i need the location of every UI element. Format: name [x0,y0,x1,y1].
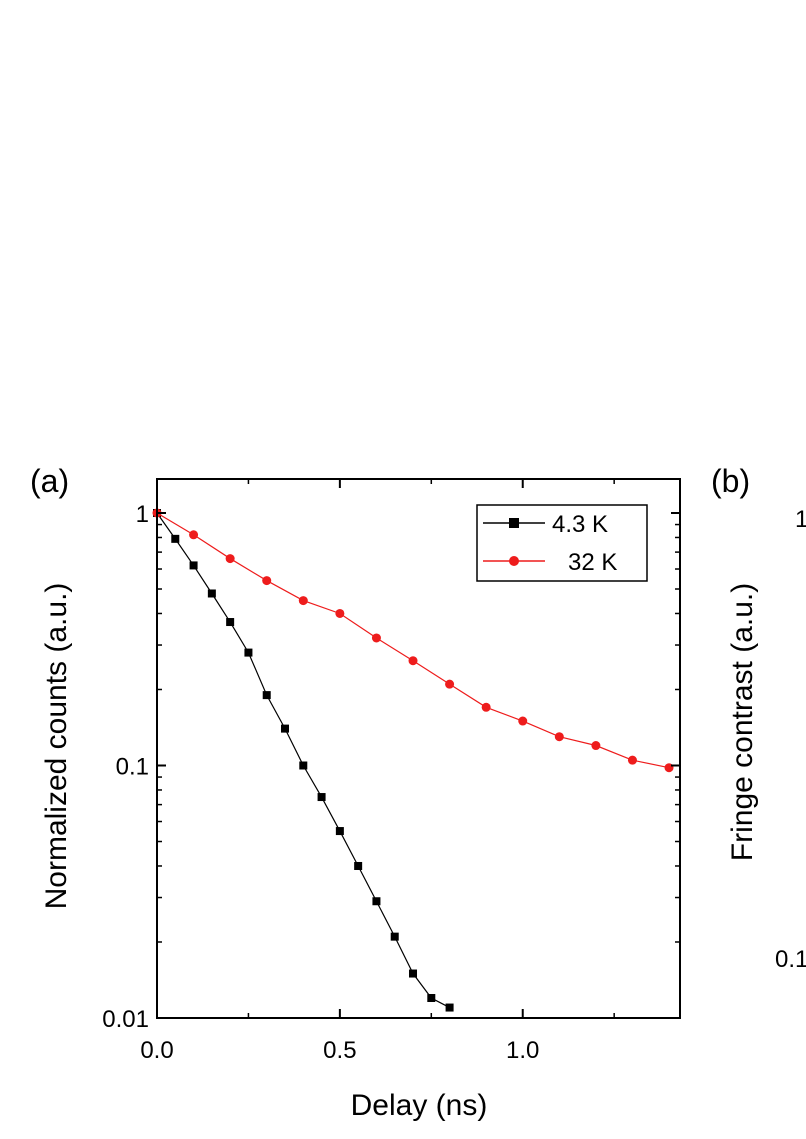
panel-a-legend: 4.3 K 32 K [476,504,648,582]
data-point-4-3-k [281,724,290,733]
y-tick-label: 0.1 [116,754,149,781]
panel-b-y-axis-title: Fringe contrast (a.u.) [726,583,759,861]
series-line-4-3-k [156,512,450,1009]
panel-a-x-axis-title: Delay (ns) [351,1089,488,1122]
panel-a-plot-frame [156,478,681,1019]
panel-a-ticks: 0.0 0.5 1.0 0.01 0.1 1 [102,479,680,1064]
data-point-4-3-k [262,691,271,700]
data-point-32-k [445,679,455,689]
panel-a-series-layer [152,508,674,1012]
x-tick-label: 0.0 [140,1037,173,1064]
data-point-32-k [481,702,491,712]
panel-a-y-axis-title: Normalized counts (a.u.) [40,583,73,910]
data-point-4-3-k [427,994,436,1003]
data-point-32-k [518,716,528,726]
data-point-4-3-k [335,827,344,836]
panel-a-label: (a) [30,463,69,499]
data-point-32-k [335,608,345,618]
y-tick-label: 1 [136,501,149,528]
legend-marker-4-3k [509,518,519,528]
panel-a: (a) 0.0 0.5 1.0 0.01 0.1 1 Delay (ns) Normali… [30,463,681,1122]
y-tick-label: 0.01 [102,1006,149,1033]
data-point-32-k [262,576,272,586]
data-point-4-3-k [189,561,198,570]
data-point-32-k [408,656,418,666]
legend-marker-32k [509,556,519,566]
data-point-4-3-k [372,897,381,906]
x-tick-label: 0.5 [323,1037,356,1064]
data-point-4-3-k [207,589,216,598]
data-point-32-k [189,530,199,540]
data-point-4-3-k [390,932,399,941]
panel-b-y-tick-label-1: 1 [795,506,806,533]
data-point-32-k [371,633,381,643]
panel-b-label: (b) [711,463,750,499]
panel-b-y-tick-label-0-1: 0.1 [775,946,806,973]
x-tick-label: 1.0 [506,1037,539,1064]
data-point-4-3-k [445,1003,454,1012]
data-point-32-k [554,732,564,742]
data-point-4-3-k [317,793,326,802]
data-point-32-k [591,741,601,751]
legend-label-4-3k: 4.3 K [552,511,608,538]
data-point-32-k [225,554,235,564]
data-point-32-k [298,596,308,606]
panel-b: (b) Fringe contrast (a.u.) 1 0.1 [711,463,806,973]
data-point-4-3-k [354,861,363,870]
legend-box [476,504,648,582]
data-point-4-3-k [409,969,418,978]
legend-label-32k: 32 K [568,549,617,576]
data-point-4-3-k [299,761,308,770]
data-point-4-3-k [171,534,180,543]
data-point-4-3-k [244,648,253,657]
data-point-4-3-k [226,618,235,627]
data-point-32-k [627,755,637,765]
